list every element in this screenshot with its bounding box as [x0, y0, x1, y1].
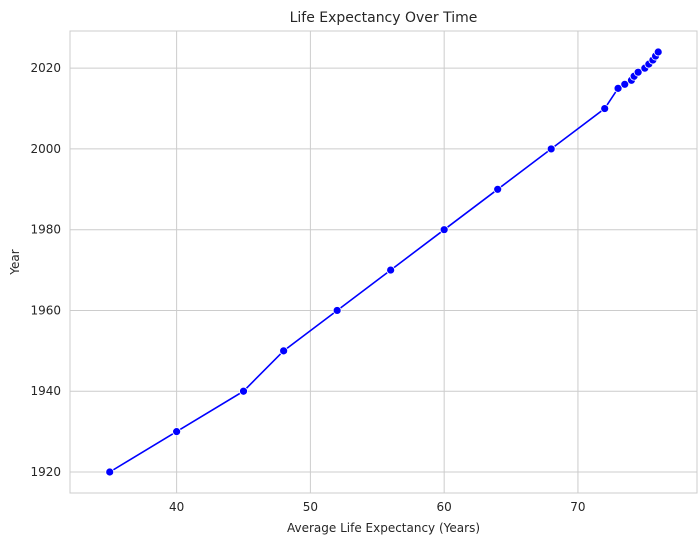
data-point [239, 386, 248, 396]
data-point [439, 225, 449, 235]
data-point [600, 104, 610, 113]
y-tick-label: 1960 [30, 303, 61, 317]
data-point [386, 265, 396, 275]
data-point [105, 467, 115, 477]
chart-title: Life Expectancy Over Time [290, 10, 478, 26]
x-tick-label: 70 [570, 500, 585, 514]
data-point [493, 184, 503, 194]
y-tick-label: 2020 [30, 61, 61, 75]
data-point [613, 83, 623, 93]
y-axis-label: Year [8, 249, 22, 275]
y-tick-label: 1980 [30, 223, 61, 237]
series-markers [105, 47, 663, 477]
x-tick-label: 50 [303, 500, 318, 514]
plot-area [69, 30, 698, 494]
data-point [653, 47, 663, 57]
data-point [546, 144, 556, 154]
y-tick-label: 2000 [30, 142, 61, 156]
x-tick-label: 60 [437, 500, 452, 514]
x-tick-label: 40 [169, 500, 184, 514]
data-point [172, 427, 182, 437]
data-point [279, 346, 289, 356]
y-tick-label: 1940 [30, 384, 61, 398]
data-point [620, 79, 630, 89]
x-axis-label: Average Life Expectancy (Years) [287, 521, 480, 535]
y-tick-label: 1920 [30, 465, 61, 479]
data-point [332, 306, 342, 315]
grid-lines [70, 31, 697, 493]
x-tick-labels: 40 50 60 70 [169, 500, 586, 514]
data-point [633, 67, 643, 77]
y-tick-labels: 1920 1940 1960 1980 2000 2020 [30, 61, 61, 479]
